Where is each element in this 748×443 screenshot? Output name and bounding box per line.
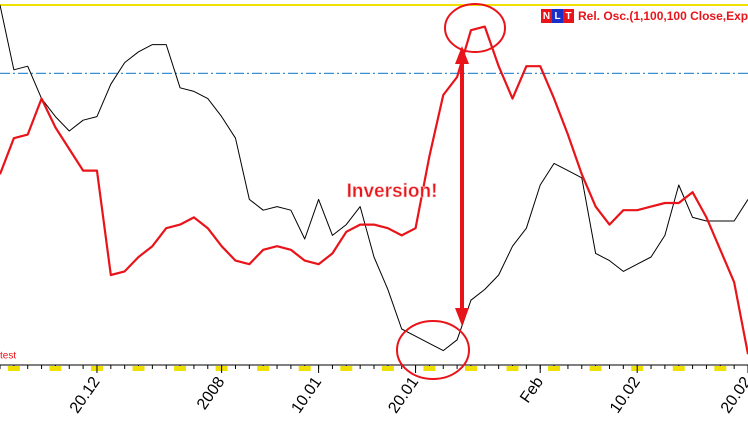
day-marker [298, 366, 311, 371]
series-line [0, 25, 748, 355]
day-marker [7, 366, 20, 371]
reference-lines [0, 4, 748, 75]
day-marker [506, 366, 519, 371]
logo-letter: L [554, 11, 560, 22]
day-marker [672, 366, 685, 371]
day-marker [49, 366, 62, 371]
day-marker [132, 366, 145, 371]
day-marker [381, 366, 394, 371]
day-marker [340, 366, 353, 371]
legend-text: Rel. Osc.(1,100,100 Close,Exp) [578, 9, 748, 23]
day-marker [464, 366, 477, 371]
day-marker [714, 366, 727, 371]
logo-letter: N [543, 11, 550, 22]
logo-box [563, 9, 574, 23]
day-marker [548, 366, 561, 371]
annotation: Inversion! [347, 181, 438, 202]
logo-box [541, 9, 552, 23]
logo-box [552, 9, 563, 23]
panel-label: test [0, 351, 16, 362]
day-marker [257, 366, 270, 371]
arrow-head [455, 308, 469, 326]
logo-letter: T [565, 11, 571, 22]
day-marker [589, 366, 602, 371]
arrow-head [455, 46, 469, 64]
legend: N L T Rel. Osc.(1,100,100 Close,Exp) [541, 9, 748, 23]
day-marker [423, 366, 436, 371]
series-lines [0, 4, 748, 355]
highlight-circle [444, 3, 506, 53]
series-line [0, 4, 748, 352]
day-marker [174, 366, 187, 371]
highlight-circle [396, 320, 470, 380]
